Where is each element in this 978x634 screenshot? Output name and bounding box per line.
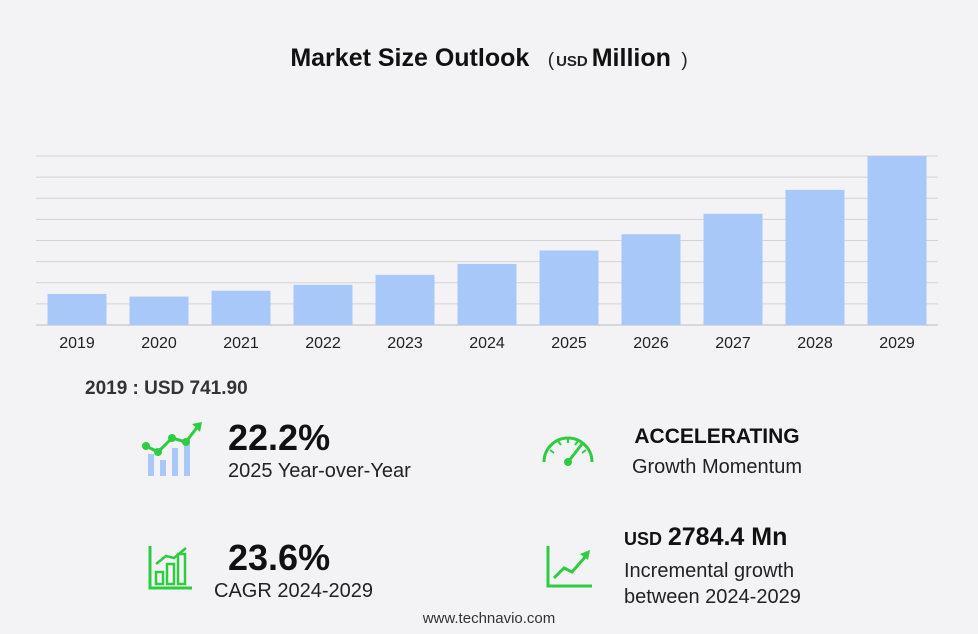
title-unit-large: Million: [591, 44, 671, 72]
chart-title-main: Market Size Outlook: [290, 44, 530, 72]
x-tick-label: 2024: [469, 335, 505, 352]
chart-title: Market Size Outlook (USD Million ): [0, 44, 978, 73]
x-tick-label: 2025: [551, 335, 587, 352]
bar-2023: [375, 274, 435, 325]
incremental-label-2: between 2024-2029: [624, 586, 801, 608]
momentum-label: Growth Momentum: [631, 456, 803, 478]
x-tick-label: 2019: [59, 335, 95, 352]
incremental-stat: USD 2784.4 Mn Incremental growth between…: [624, 524, 801, 610]
bar-2019: [47, 293, 107, 325]
momentum-value: ACCELERATING: [634, 425, 800, 448]
yoy-label: 2025 Year-over-Year: [228, 460, 411, 482]
bar-2020: [129, 296, 189, 325]
bar-2021: [211, 290, 271, 325]
bar-2027: [703, 213, 763, 325]
cagr-label: CAGR 2024-2029: [214, 580, 373, 602]
bar-2029: [867, 156, 927, 325]
yoy-value: 22.2%: [228, 417, 331, 458]
x-tick-label: 2028: [797, 335, 833, 352]
title-open-paren: (: [547, 50, 555, 71]
line-trend-icon: [546, 546, 592, 588]
x-tick-label: 2020: [141, 335, 177, 352]
x-tick-label: 2027: [715, 335, 751, 352]
title-unit-small: USD: [556, 53, 588, 70]
x-tick-label: 2022: [305, 335, 341, 352]
x-tick-label: 2021: [223, 335, 259, 352]
footer-url: www.technavio.com: [422, 610, 556, 627]
yoy-stat: 22.2% 2025 Year-over-Year: [228, 418, 411, 484]
bar-chart: 2019 2020 2021 2022 2023 2024 2025 2026 2027 2028…: [36, 155, 938, 352]
growth-chart-icon: [142, 422, 202, 476]
bar-2026: [621, 234, 681, 325]
bar-2025: [539, 250, 599, 325]
incremental-prefix: USD: [624, 529, 663, 549]
speedometer-icon: [542, 436, 594, 466]
bar-2028: [785, 189, 845, 325]
cagr-value: 23.6%: [228, 537, 331, 578]
incremental-value: 2784.4 Mn: [667, 523, 788, 551]
incremental-label-1: Incremental growth: [624, 560, 795, 582]
x-tick-label: 2029: [879, 335, 915, 352]
momentum-stat: ACCELERATING Growth Momentum: [612, 424, 822, 480]
x-tick-label: 2026: [633, 335, 669, 352]
bar-2022: [293, 284, 353, 325]
bar-2024: [457, 263, 517, 325]
title-close-paren: ): [681, 50, 688, 71]
x-tick-label: 2023: [387, 335, 423, 352]
cagr-stat: 23.6% CAGR 2024-2029: [214, 538, 373, 604]
base-year-value: 2019 : USD 741.90: [85, 378, 248, 399]
bar-chart-icon: [148, 546, 192, 590]
